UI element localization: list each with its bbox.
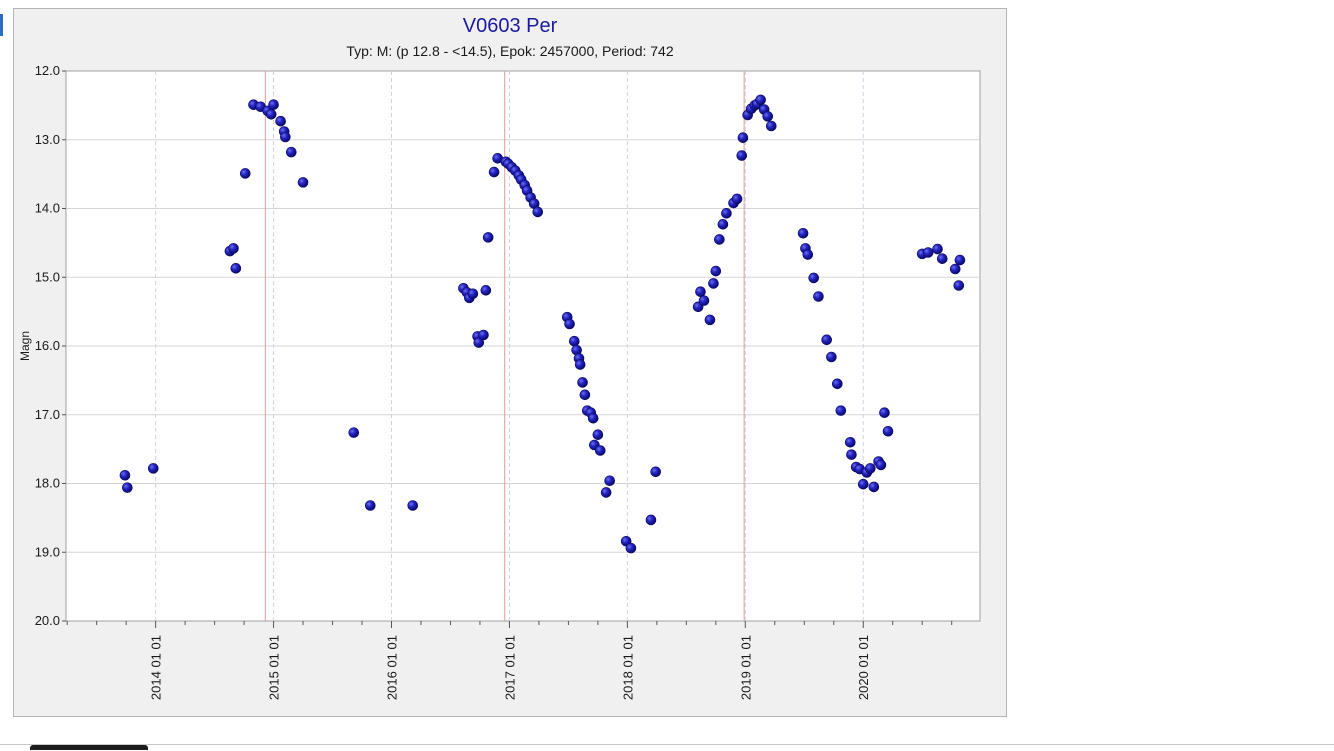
y-tick-label: 20.0 <box>35 613 60 628</box>
y-tick-label: 17.0 <box>35 407 60 422</box>
data-point <box>875 459 887 471</box>
data-point <box>932 243 943 255</box>
data-point <box>280 131 291 143</box>
data-point <box>564 318 575 330</box>
data-point <box>594 445 606 456</box>
data-point <box>297 177 309 188</box>
data-point <box>802 249 814 260</box>
data-point <box>348 427 360 438</box>
data-point <box>574 359 586 370</box>
x-tick-label: 2017 01 01 <box>502 635 517 700</box>
data-point <box>755 94 766 106</box>
x-tick-label: 2016 01 01 <box>385 635 400 700</box>
y-tick-label: 12.0 <box>35 63 60 78</box>
data-point <box>228 243 239 254</box>
data-point <box>645 514 657 526</box>
window-edge-accent <box>0 14 3 36</box>
data-point <box>579 389 591 401</box>
y-tick-label: 15.0 <box>35 269 60 284</box>
x-tick-label: 2015 01 01 <box>267 635 282 700</box>
data-point <box>710 265 722 277</box>
data-point <box>480 285 492 296</box>
data-point <box>765 120 777 132</box>
data-point <box>714 234 725 245</box>
data-point <box>813 291 824 302</box>
data-point <box>695 286 706 297</box>
data-point <box>532 206 544 218</box>
data-point <box>285 146 297 158</box>
data-point <box>230 263 242 274</box>
bottom-tab[interactable] <box>30 745 148 750</box>
data-point <box>488 166 500 178</box>
data-point <box>844 436 856 448</box>
data-point <box>882 425 894 437</box>
y-axis-label: Magn <box>18 331 32 361</box>
data-point <box>704 314 716 326</box>
data-point <box>953 280 965 291</box>
data-point <box>936 253 948 264</box>
chart-panel: V0603 Per Typ: M: (p 12.8 - <14.5), Epok… <box>13 8 1007 717</box>
data-point <box>604 475 615 487</box>
data-point <box>846 449 857 460</box>
data-point <box>119 469 131 481</box>
data-point <box>239 168 251 179</box>
bottom-status-bar <box>0 744 1334 751</box>
data-point <box>708 278 719 289</box>
data-point <box>569 335 580 347</box>
y-tick-label: 19.0 <box>35 544 60 559</box>
data-point <box>865 463 876 474</box>
data-point <box>821 334 832 346</box>
data-point <box>831 378 843 390</box>
data-point <box>736 150 748 161</box>
chart-subtitle: Typ: M: (p 12.8 - <14.5), Epok: 2457000,… <box>346 43 673 59</box>
data-point <box>826 351 837 363</box>
data-point <box>721 208 732 219</box>
y-tick-label: 14.0 <box>35 201 60 216</box>
data-point <box>592 429 604 440</box>
data-point <box>797 227 809 239</box>
data-point <box>808 272 820 284</box>
data-point <box>122 482 133 493</box>
x-tick-label: 2020 01 01 <box>856 635 871 700</box>
axes: 12.0 13.0 14.0 15.0 16.0 17.0 18.0 19.0 20.0 2014… <box>35 63 953 700</box>
data-point <box>275 115 286 127</box>
data-point <box>954 254 966 266</box>
data-point <box>762 111 774 122</box>
data-point <box>857 478 869 490</box>
x-tick-label: 2014 01 01 <box>149 635 164 700</box>
light-curve-chart: V0603 Per Typ: M: (p 12.8 - <14.5), Epok… <box>18 15 981 700</box>
data-point <box>482 232 494 243</box>
data-point <box>147 463 159 474</box>
data-point <box>698 295 710 306</box>
data-point <box>577 377 588 388</box>
data-point <box>268 99 279 110</box>
y-tick-label: 18.0 <box>35 476 60 491</box>
data-point <box>879 407 890 418</box>
data-point <box>922 247 934 258</box>
grid-layer <box>66 71 980 621</box>
data-point <box>625 542 637 554</box>
data-point <box>717 219 729 230</box>
data-point <box>364 500 376 511</box>
data-point <box>835 405 847 416</box>
data-point <box>650 466 661 478</box>
x-tick-label: 2019 01 01 <box>738 635 753 700</box>
data-point <box>478 329 489 341</box>
data-point <box>473 337 485 348</box>
data-point <box>407 500 419 511</box>
y-tick-label: 16.0 <box>35 338 60 353</box>
chart-title: V0603 Per <box>463 15 558 37</box>
data-point <box>600 487 612 498</box>
data-point <box>737 132 749 143</box>
data-point <box>467 288 479 300</box>
data-point <box>265 109 277 120</box>
data-point <box>868 481 880 493</box>
data-points <box>119 94 966 554</box>
data-point <box>731 193 743 205</box>
data-point <box>949 263 961 275</box>
data-point <box>587 412 599 424</box>
x-tick-label: 2018 01 01 <box>620 635 635 700</box>
y-tick-label: 13.0 <box>35 132 60 147</box>
